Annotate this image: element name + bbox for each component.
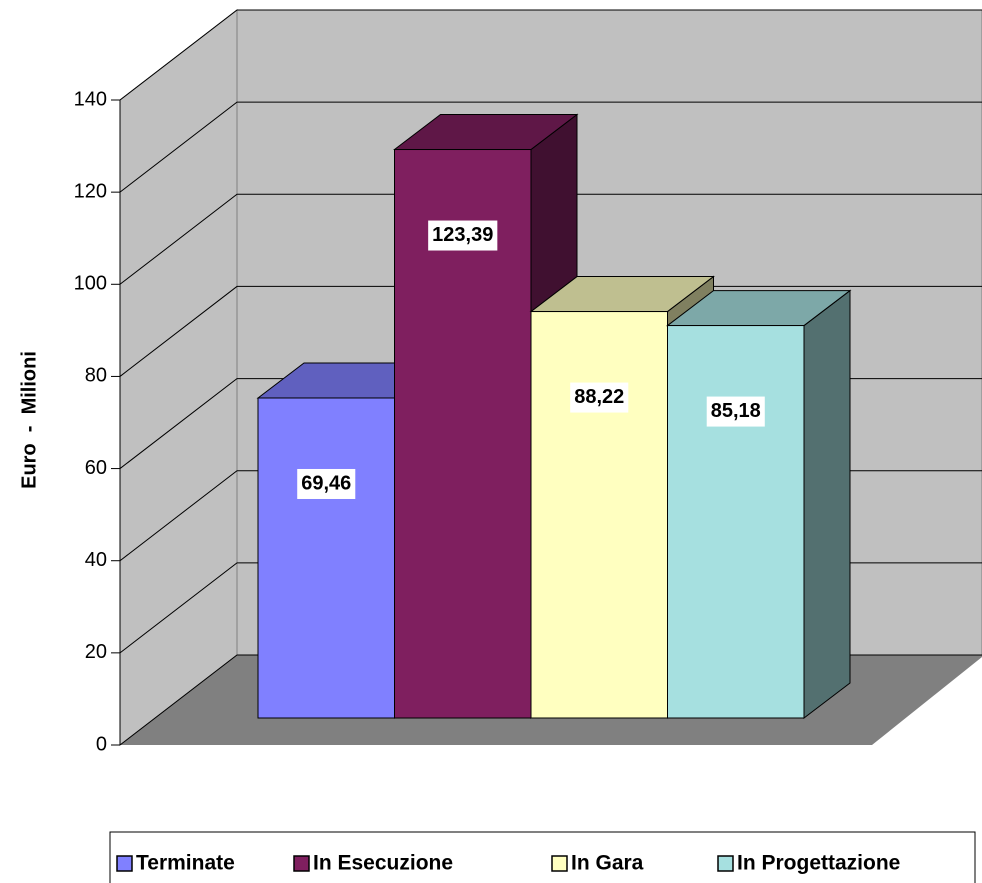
bar (667, 325, 805, 719)
bar (530, 311, 668, 719)
value-label: 69,46 (301, 472, 351, 494)
grid-line (119, 285, 982, 377)
y-tick-label: 120 (74, 180, 107, 202)
y-tick-label: 20 (85, 641, 107, 663)
value-label: 85,18 (711, 400, 761, 422)
side-wall (119, 8, 238, 747)
bar (257, 397, 395, 719)
grid-line (119, 9, 982, 101)
value-label-bg (570, 382, 629, 413)
grid-line (119, 101, 982, 193)
value-label-bg (428, 220, 498, 251)
y-tick-label: 40 (85, 549, 107, 571)
bar-side (803, 289, 851, 720)
y-tick-label: 100 (74, 273, 107, 295)
legend-marker (293, 855, 310, 872)
legend-marker (717, 855, 734, 872)
y-tick-label: 60 (85, 457, 107, 479)
legend-label: Terminate (136, 852, 235, 875)
value-label: 88,22 (574, 386, 624, 408)
legend-marker (551, 855, 568, 872)
legend-label: In Progettazione (737, 852, 900, 875)
legend-marker (116, 855, 133, 872)
value-label-bg (706, 396, 765, 427)
value-label: 123,39 (432, 224, 493, 246)
legend-label: In Gara (571, 852, 644, 875)
legend-label: In Esecuzione (313, 852, 453, 875)
grid-line (119, 193, 982, 285)
value-label-bg (297, 468, 356, 499)
y-tick-label: 0 (96, 733, 107, 755)
legend (109, 831, 976, 883)
y-axis-title: Euro - Milioni (18, 351, 40, 489)
y-tick-label: 80 (85, 365, 107, 387)
y-tick-label: 140 (74, 88, 107, 110)
